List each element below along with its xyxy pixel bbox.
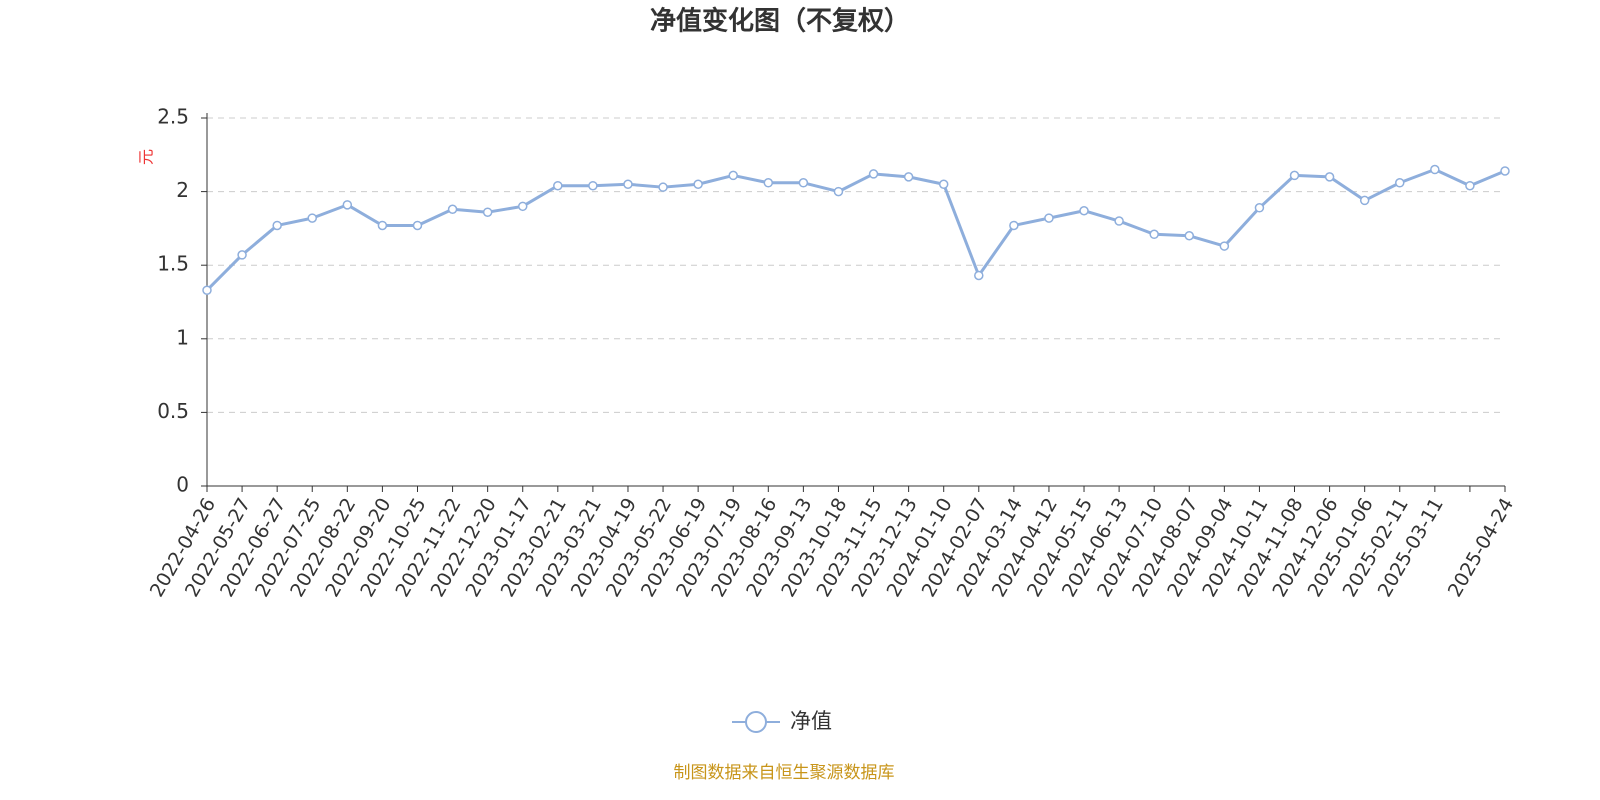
point	[833, 186, 844, 197]
chart-title: 净值变化图（不复权）	[650, 6, 910, 37]
x-tick-label: 2025-04-24	[1444, 494, 1518, 601]
point	[798, 178, 809, 188]
point	[623, 179, 633, 189]
point	[1500, 166, 1510, 176]
y-tick-label: 2.5	[157, 105, 189, 129]
point	[868, 169, 879, 179]
point	[728, 170, 738, 181]
point	[693, 179, 703, 189]
legend-marker	[745, 711, 767, 733]
point	[482, 207, 493, 217]
point	[1079, 205, 1089, 216]
point	[1254, 203, 1265, 213]
point	[1395, 178, 1405, 188]
source-note: 制图数据来自恒生聚源数据库	[674, 763, 895, 783]
y-tick-label: 1	[176, 325, 189, 349]
point	[237, 250, 247, 260]
point	[903, 172, 914, 182]
point	[517, 201, 528, 212]
point	[1289, 170, 1300, 181]
y-tick-label: 0	[176, 473, 189, 497]
point	[938, 179, 949, 189]
y-tick-label: 0.5	[157, 399, 189, 423]
point	[377, 220, 388, 231]
point	[447, 204, 458, 215]
point	[307, 213, 317, 223]
point	[658, 182, 668, 192]
y-tick-label: 2	[176, 178, 189, 202]
point	[1184, 231, 1195, 241]
point	[342, 200, 353, 210]
point	[553, 180, 563, 191]
legend-label: 净值	[790, 709, 832, 733]
series-line	[205, 168, 1506, 292]
point	[1324, 172, 1335, 182]
point	[1219, 241, 1230, 251]
point	[588, 180, 598, 191]
y-axis-label: 元	[137, 149, 156, 165]
point	[1114, 216, 1124, 226]
point	[763, 178, 774, 188]
point	[1044, 213, 1054, 223]
point	[202, 285, 212, 295]
point	[974, 270, 984, 281]
point	[1359, 195, 1370, 206]
point	[412, 220, 423, 231]
point	[1149, 229, 1159, 240]
y-tick-label: 1.5	[157, 252, 189, 276]
point	[1430, 164, 1440, 175]
point	[272, 220, 282, 231]
point	[1465, 180, 1475, 191]
point	[1009, 220, 1019, 231]
